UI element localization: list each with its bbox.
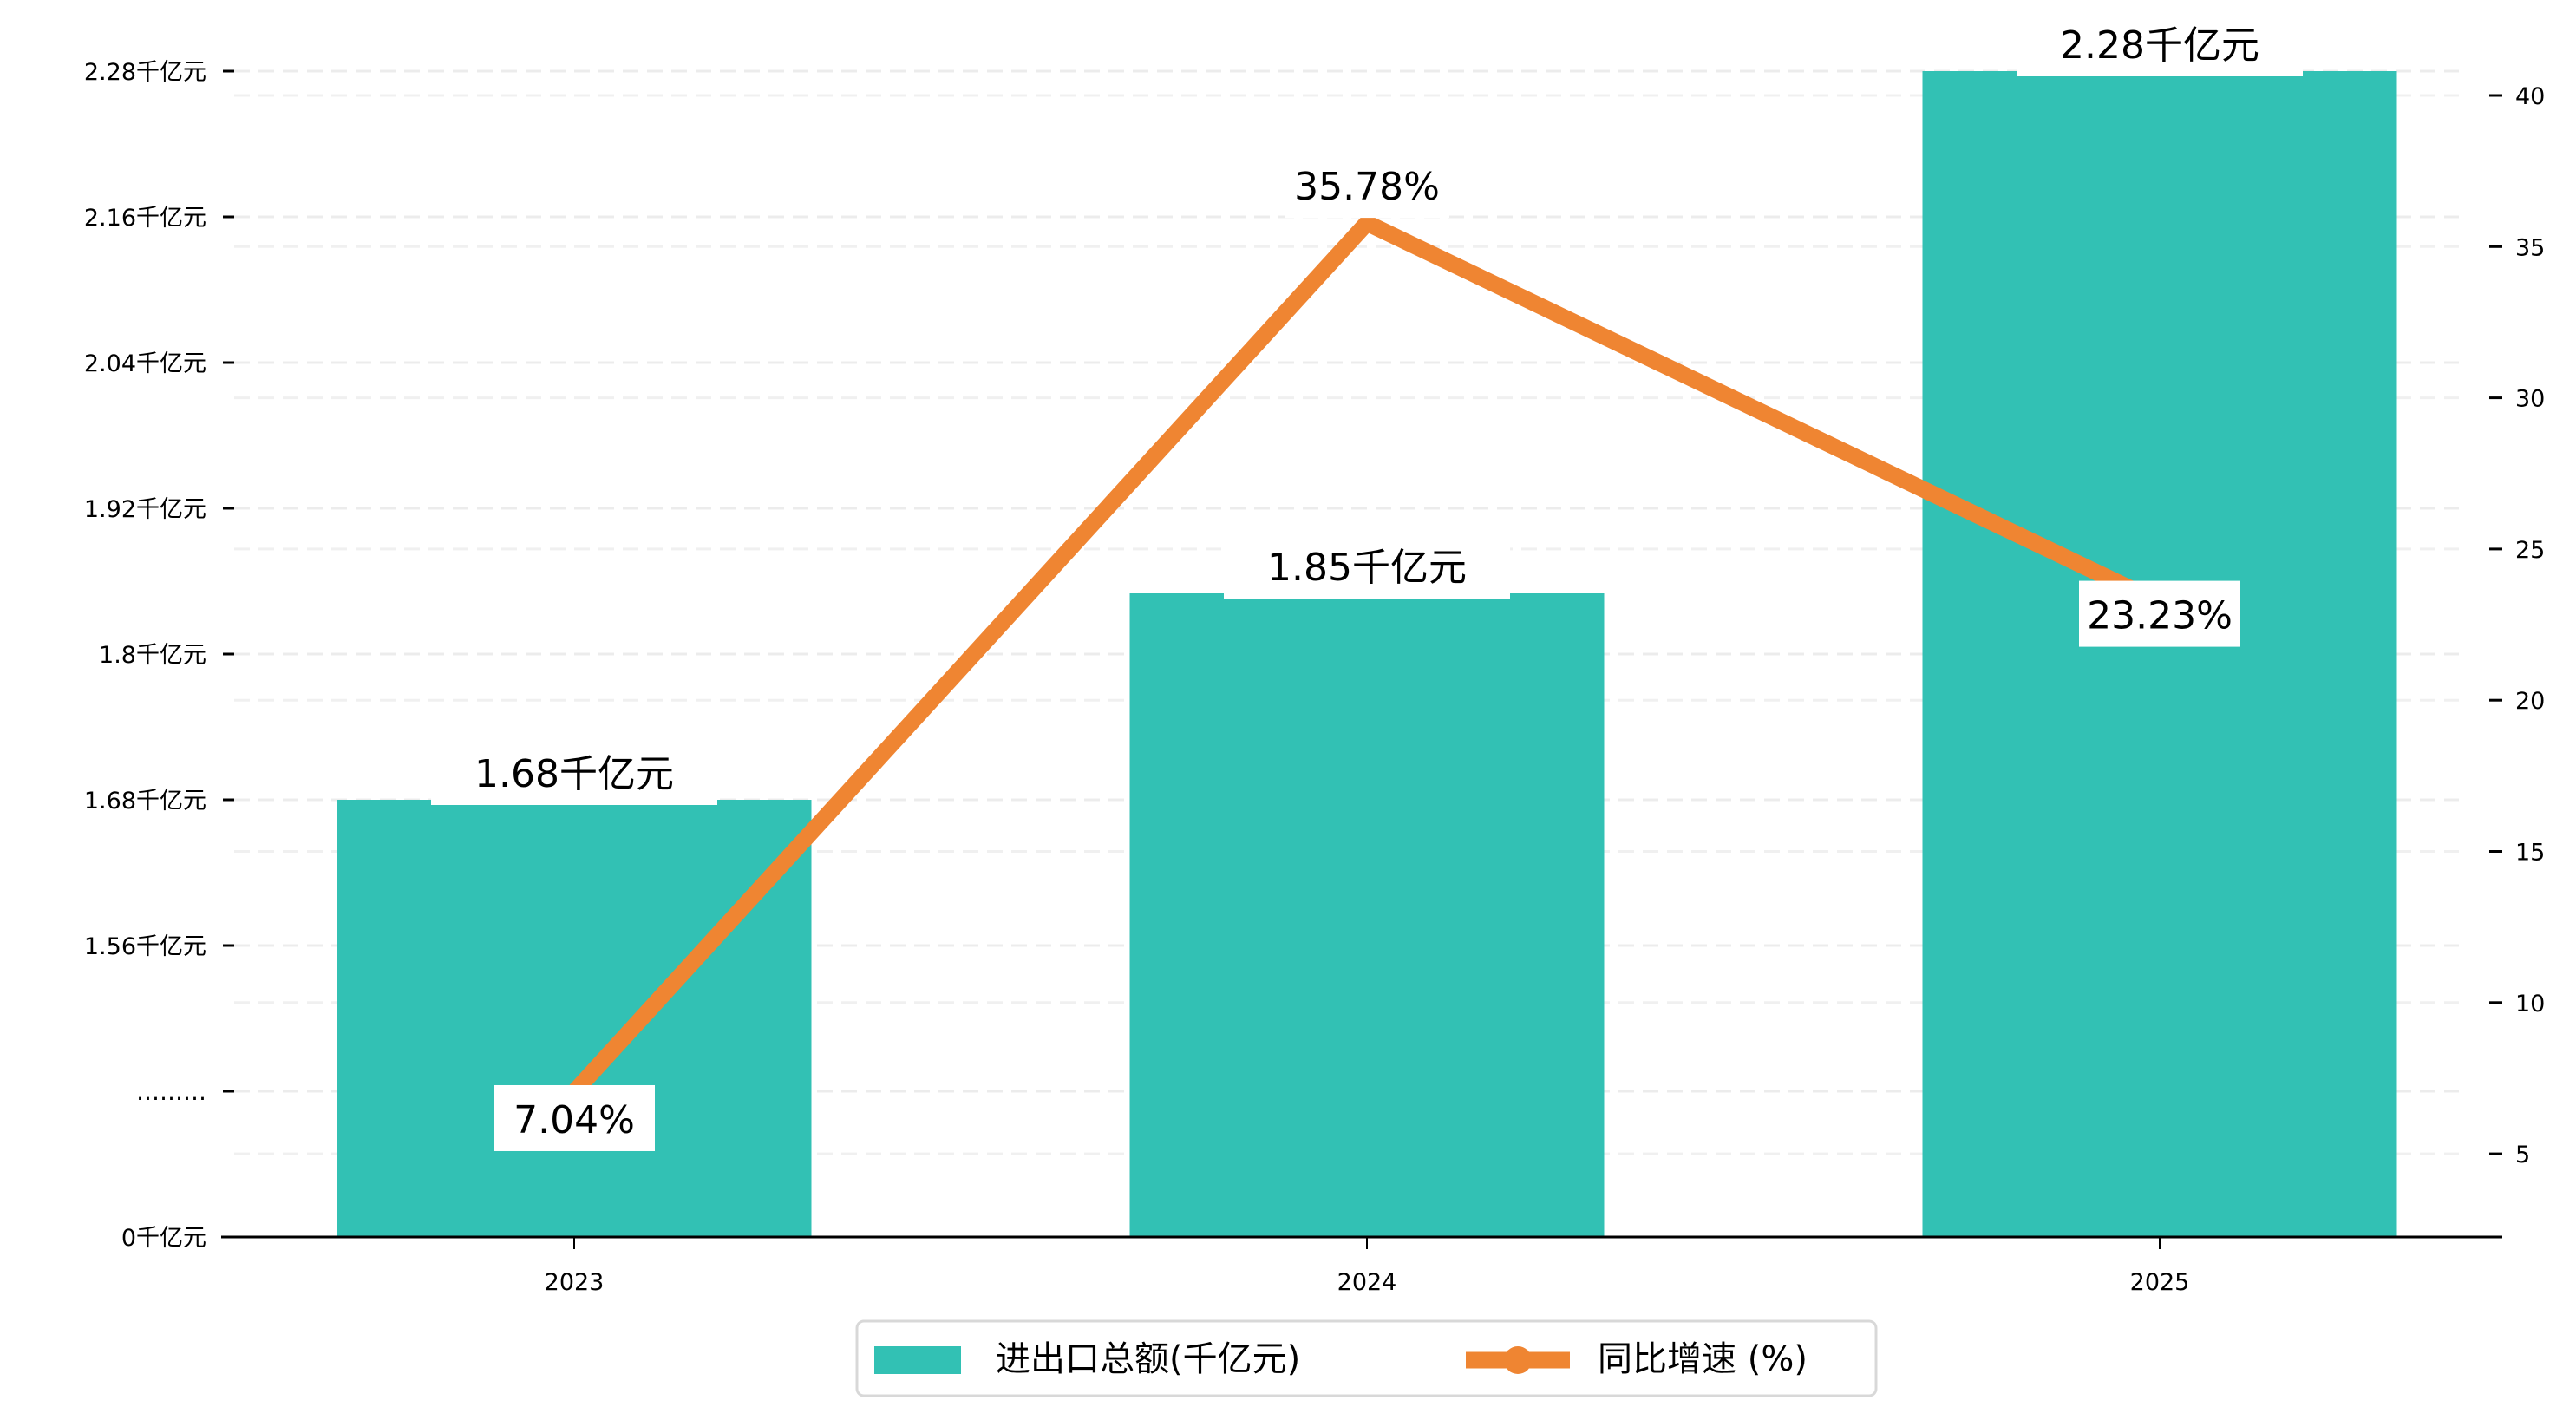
- x-tick-label: 2025: [2130, 1269, 2190, 1296]
- legend-bar-swatch: [874, 1346, 961, 1374]
- growth-value-label-box: [1285, 152, 1449, 219]
- bar-value-label-box: [2017, 10, 2303, 76]
- right-tick-label: 35: [2515, 234, 2545, 261]
- bar-value-label: 1.68千亿元: [474, 752, 674, 796]
- growth-value-label: 23.23%: [2087, 594, 2233, 638]
- right-tick-label: 20: [2515, 688, 2545, 715]
- growth-point-2024: [1359, 215, 1375, 232]
- left-tick-label: 2.04千亿元: [84, 350, 206, 377]
- left-tick-label: ………: [136, 1079, 206, 1106]
- legend-box: [855, 1319, 1878, 1397]
- left-tick-label: 0千亿元: [121, 1225, 206, 1252]
- bar-value-label-box: [431, 739, 717, 805]
- growth-value-label: 35.78%: [1294, 165, 1440, 209]
- right-tick-label: 10: [2515, 991, 2545, 1018]
- legend: 进出口总额(千亿元) 同比增速 (%): [855, 1319, 1878, 1397]
- x-tick-label: 2023: [545, 1269, 605, 1296]
- right-tick-label: 5: [2515, 1142, 2530, 1168]
- legend-label-total: 进出口总额(千亿元): [996, 1339, 1300, 1379]
- bar-2025: [1922, 71, 2397, 1237]
- right-tick-label: 30: [2515, 386, 2545, 413]
- growth-value-label: 7.04%: [513, 1098, 635, 1142]
- bar-value-label: 1.85千亿元: [1267, 546, 1467, 590]
- bar-value-label: 2.28千亿元: [2060, 23, 2259, 68]
- x-tick-label: 2024: [1337, 1269, 1397, 1296]
- legend-label-growth: 同比增速 (%): [1598, 1339, 1808, 1379]
- right-tick-label: 15: [2515, 840, 2545, 867]
- left-tick-label: 2.28千亿元: [84, 59, 206, 86]
- left-tick-label: 1.8千亿元: [99, 642, 206, 669]
- growth-value-label-box: [494, 1084, 655, 1151]
- bar-value-label-box: [1224, 533, 1510, 599]
- left-tick-label: 1.56千亿元: [84, 933, 206, 960]
- legend-line-marker: [1504, 1346, 1532, 1374]
- bar-2024: [1129, 593, 1605, 1237]
- left-tick-label: 2.16千亿元: [84, 205, 206, 232]
- axes: 0千亿元 ……… 1.56千亿元 1.68千亿元 1.8千亿元 1.92千亿元 2.04千亿…: [84, 59, 2545, 1296]
- growth-value-label-box: [2079, 580, 2240, 647]
- left-tick-label: 1.92千亿元: [84, 496, 206, 523]
- bar-2023: [337, 800, 812, 1237]
- data-labels: 1.68千亿元 1.85千亿元 2.28千亿元 7.04% 35.78% 23.23%: [431, 10, 2303, 1151]
- bars: [337, 71, 2397, 1237]
- right-tick-label: 40: [2515, 83, 2545, 110]
- left-tick-label: 1.68千亿元: [84, 788, 206, 815]
- right-tick-label: 25: [2515, 537, 2545, 564]
